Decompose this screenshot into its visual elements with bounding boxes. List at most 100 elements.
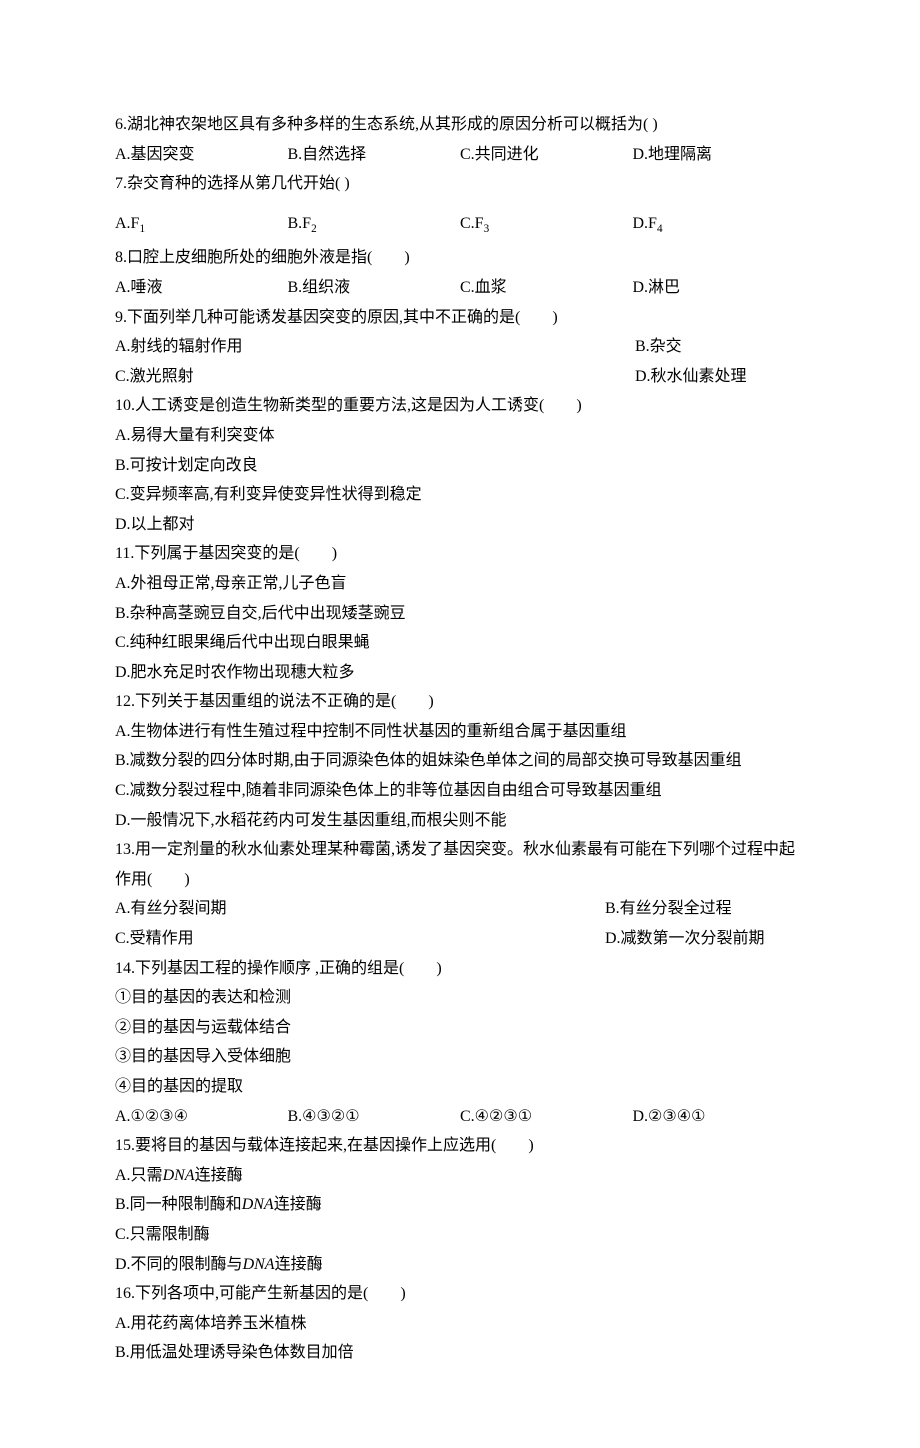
option-b: B.杂种高茎豌豆自交,后代中出现矮茎豌豆 [115, 599, 805, 629]
question-15: 15.要将目的基因与载体连接起来,在基因操作上应选用( ) A.只需DNA连接酶… [115, 1131, 805, 1279]
option-b: B.自然选择 [288, 140, 461, 170]
opt-sub: 4 [657, 223, 663, 235]
opt-prefix: D.F [633, 215, 657, 232]
option-d: D.肥水充足时农作物出现穗大粒多 [115, 658, 805, 688]
option-c: C.变异频率高,有利变异使变异性状得到稳定 [115, 480, 805, 510]
question-12: 12.下列关于基因重组的说法不正确的是( ) A.生物体进行有性生殖过程中控制不… [115, 687, 805, 835]
opt-sub: 3 [484, 223, 490, 235]
option-d: D.不同的限制酶与DNA连接酶 [115, 1250, 805, 1280]
option-a: A.唾液 [115, 273, 288, 303]
option-c: C.共同进化 [460, 140, 633, 170]
stem: 13.用一定剂量的秋水仙素处理某种霉菌,诱发了基因突变。秋水仙素最有可能在下列哪… [115, 835, 805, 894]
items: ①目的基因的表达和检测 ②目的基因与运载体结合 ③目的基因导入受体细胞 ④目的基… [115, 983, 805, 1101]
options: A.生物体进行有性生殖过程中控制不同性状基因的重新组合属于基因重组 B.减数分裂… [115, 717, 805, 835]
post: 连接酶 [195, 1167, 243, 1184]
opt-prefix: C.F [460, 215, 484, 232]
pre: D.不同的限制酶与 [115, 1256, 243, 1273]
option-a: A.有丝分裂间期 [115, 894, 605, 924]
option-b: B.组织液 [288, 273, 461, 303]
option-b: B.杂交 [635, 332, 805, 362]
dna: DNA [163, 1167, 195, 1184]
item-1: ①目的基因的表达和检测 [115, 983, 805, 1013]
option-c: C.纯种红眼果绳后代中出现白眼果蝇 [115, 628, 805, 658]
post: 连接酶 [275, 1256, 323, 1273]
option-b: B.同一种限制酶和DNA连接酶 [115, 1190, 805, 1220]
option-d: D.以上都对 [115, 510, 805, 540]
opt-sub: 2 [311, 223, 317, 235]
option-a: A.生物体进行有性生殖过程中控制不同性状基因的重新组合属于基因重组 [115, 717, 805, 747]
option-a: A.只需DNA连接酶 [115, 1161, 805, 1191]
options: A.基因突变 B.自然选择 C.共同进化 D.地理隔离 [115, 140, 805, 170]
option-c: C.受精作用 [115, 924, 605, 954]
stem: 12.下列关于基因重组的说法不正确的是( ) [115, 687, 805, 717]
question-8: 8.口腔上皮细胞所处的细胞外液是指( ) A.唾液 B.组织液 C.血浆 D.淋… [115, 243, 805, 302]
option-b: B.有丝分裂全过程 [605, 894, 805, 924]
stem: 6.湖北神农架地区具有多种多样的生态系统,从其形成的原因分析可以概括为( ) [115, 110, 805, 140]
option-c: C.④②③① [460, 1102, 633, 1132]
option-b: B.F2 [288, 209, 461, 239]
opt-prefix: B.F [288, 215, 312, 232]
stem: 7.杂交育种的选择从第几代开始( ) [115, 169, 805, 199]
item-4: ④目的基因的提取 [115, 1072, 805, 1102]
opt-prefix: A.F [115, 215, 139, 232]
option-b: B.可按计划定向改良 [115, 451, 805, 481]
pre: C.只需限制酶 [115, 1226, 210, 1243]
options: A.①②③④ B.④③②① C.④②③① D.②③④① [115, 1102, 805, 1132]
item-2: ②目的基因与运载体结合 [115, 1013, 805, 1043]
options-row1: A.射线的辐射作用 B.杂交 [115, 332, 805, 362]
dna: DNA [243, 1256, 275, 1273]
options: A.F1 B.F2 C.F3 D.F4 [115, 209, 805, 239]
option-c: C.血浆 [460, 273, 633, 303]
question-10: 10.人工诱变是创造生物新类型的重要方法,这是因为人工诱变( ) A.易得大量有… [115, 391, 805, 539]
options-row2: C.激光照射 D.秋水仙素处理 [115, 362, 805, 392]
exam-page: 6.湖北神农架地区具有多种多样的生态系统,从其形成的原因分析可以概括为( ) A… [0, 0, 920, 1448]
options: A.唾液 B.组织液 C.血浆 D.淋巴 [115, 273, 805, 303]
opt-sub: 1 [139, 223, 145, 235]
options: A.易得大量有利突变体 B.可按计划定向改良 C.变异频率高,有利变异使变异性状… [115, 421, 805, 539]
options: A.只需DNA连接酶 B.同一种限制酶和DNA连接酶 C.只需限制酶 D.不同的… [115, 1161, 805, 1279]
option-d: D.F4 [633, 209, 806, 239]
pre: A.只需 [115, 1167, 163, 1184]
options: A.用花药离体培养玉米植株 B.用低温处理诱导染色体数目加倍 [115, 1309, 805, 1368]
question-11: 11.下列属于基因突变的是( ) A.外祖母正常,母亲正常,儿子色盲 B.杂种高… [115, 539, 805, 687]
stem: 8.口腔上皮细胞所处的细胞外液是指( ) [115, 243, 805, 273]
option-a: A.F1 [115, 209, 288, 239]
option-d: D.减数第一次分裂前期 [605, 924, 805, 954]
option-a: A.射线的辐射作用 [115, 332, 635, 362]
options: A.外祖母正常,母亲正常,儿子色盲 B.杂种高茎豌豆自交,后代中出现矮茎豌豆 C… [115, 569, 805, 687]
question-9: 9.下面列举几种可能诱发基因突变的原因,其中不正确的是( ) A.射线的辐射作用… [115, 303, 805, 392]
question-14: 14.下列基因工程的操作顺序 ,正确的组是( ) ①目的基因的表达和检测 ②目的… [115, 954, 805, 1132]
post: 连接酶 [274, 1196, 322, 1213]
options-row1: A.有丝分裂间期 B.有丝分裂全过程 [115, 894, 805, 924]
option-a: A.①②③④ [115, 1102, 288, 1132]
question-16: 16.下列各项中,可能产生新基因的是( ) A.用花药离体培养玉米植株 B.用低… [115, 1279, 805, 1368]
option-b: B.减数分裂的四分体时期,由于同源染色体的姐妹染色单体之间的局部交换可导致基因重… [115, 746, 805, 776]
stem: 11.下列属于基因突变的是( ) [115, 539, 805, 569]
options-row2: C.受精作用 D.减数第一次分裂前期 [115, 924, 805, 954]
option-a: A.外祖母正常,母亲正常,儿子色盲 [115, 569, 805, 599]
option-d: D.淋巴 [633, 273, 806, 303]
option-d: D.一般情况下,水稻花药内可发生基因重组,而根尖则不能 [115, 806, 805, 836]
dna: DNA [242, 1196, 274, 1213]
option-b: B.用低温处理诱导染色体数目加倍 [115, 1338, 805, 1368]
question-13: 13.用一定剂量的秋水仙素处理某种霉菌,诱发了基因突变。秋水仙素最有可能在下列哪… [115, 835, 805, 953]
item-3: ③目的基因导入受体细胞 [115, 1042, 805, 1072]
option-d: D.②③④① [633, 1102, 806, 1132]
stem: 16.下列各项中,可能产生新基因的是( ) [115, 1279, 805, 1309]
stem: 15.要将目的基因与载体连接起来,在基因操作上应选用( ) [115, 1131, 805, 1161]
option-a: A.用花药离体培养玉米植株 [115, 1309, 805, 1339]
option-d: D.地理隔离 [633, 140, 806, 170]
stem: 9.下面列举几种可能诱发基因突变的原因,其中不正确的是( ) [115, 303, 805, 333]
question-6: 6.湖北神农架地区具有多种多样的生态系统,从其形成的原因分析可以概括为( ) A… [115, 110, 805, 169]
option-a: A.基因突变 [115, 140, 288, 170]
question-7: 7.杂交育种的选择从第几代开始( ) A.F1 B.F2 C.F3 D.F4 [115, 169, 805, 238]
option-b: B.④③②① [288, 1102, 461, 1132]
stem: 10.人工诱变是创造生物新类型的重要方法,这是因为人工诱变( ) [115, 391, 805, 421]
stem: 14.下列基因工程的操作顺序 ,正确的组是( ) [115, 954, 805, 984]
option-c: C.只需限制酶 [115, 1220, 805, 1250]
option-d: D.秋水仙素处理 [635, 362, 805, 392]
option-a: A.易得大量有利突变体 [115, 421, 805, 451]
option-c: C.激光照射 [115, 362, 635, 392]
option-c: C.减数分裂过程中,随着非同源染色体上的非等位基因自由组合可导致基因重组 [115, 776, 805, 806]
option-c: C.F3 [460, 209, 633, 239]
